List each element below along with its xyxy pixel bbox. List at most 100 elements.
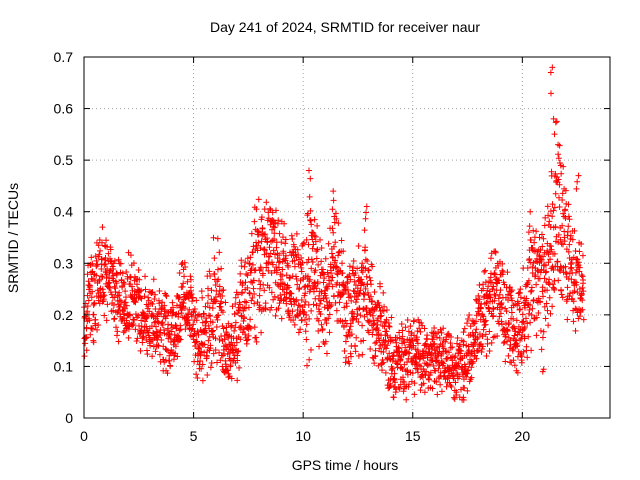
data-point xyxy=(326,280,333,287)
data-point xyxy=(369,312,376,319)
data-point xyxy=(544,307,551,314)
data-point xyxy=(573,281,580,288)
data-point xyxy=(537,327,544,334)
data-point xyxy=(189,298,196,305)
data-point xyxy=(172,322,179,329)
data-point xyxy=(258,329,265,336)
data-point xyxy=(421,389,428,396)
data-point xyxy=(482,267,489,274)
data-point xyxy=(176,335,183,342)
data-point xyxy=(537,247,544,254)
data-point xyxy=(180,280,187,287)
data-point xyxy=(577,295,584,302)
data-point xyxy=(410,318,417,325)
data-point xyxy=(505,352,512,359)
data-point xyxy=(171,331,178,338)
data-point xyxy=(192,343,199,350)
data-point xyxy=(369,297,376,304)
data-point xyxy=(333,263,340,270)
data-point xyxy=(426,376,433,383)
data-point xyxy=(318,258,325,265)
data-point xyxy=(285,284,292,291)
data-point xyxy=(239,280,246,287)
data-point xyxy=(94,326,101,333)
data-point xyxy=(255,239,262,246)
data-point xyxy=(111,257,118,264)
data-point xyxy=(509,297,516,304)
data-point xyxy=(530,297,537,304)
data-point xyxy=(379,367,386,374)
data-point xyxy=(217,303,224,310)
data-point xyxy=(261,287,268,294)
data-point xyxy=(527,302,534,309)
data-point xyxy=(564,316,571,323)
data-point xyxy=(360,306,367,313)
data-point xyxy=(560,210,567,217)
data-point xyxy=(545,280,552,287)
data-point xyxy=(270,296,277,303)
data-point xyxy=(547,243,554,250)
data-point xyxy=(247,278,254,285)
data-point xyxy=(550,207,557,214)
data-point xyxy=(468,374,475,381)
data-point xyxy=(339,291,346,298)
data-point xyxy=(111,315,118,322)
data-point xyxy=(452,379,459,386)
data-point xyxy=(438,388,445,395)
data-point xyxy=(427,369,434,376)
data-point xyxy=(528,347,535,354)
data-point xyxy=(241,263,248,270)
data-point xyxy=(206,268,213,275)
data-point xyxy=(253,206,260,213)
data-point xyxy=(86,282,93,289)
data-point xyxy=(502,305,509,312)
data-point xyxy=(383,328,390,335)
data-point xyxy=(460,394,467,401)
data-point xyxy=(149,289,156,296)
data-point xyxy=(220,287,227,294)
data-point xyxy=(436,334,443,341)
data-point xyxy=(122,299,129,306)
data-point xyxy=(530,227,537,234)
data-point xyxy=(323,350,330,357)
data-point xyxy=(500,339,507,346)
data-point xyxy=(83,334,90,341)
data-point xyxy=(215,276,222,283)
data-point xyxy=(127,274,134,281)
data-point xyxy=(200,311,207,318)
data-point xyxy=(288,232,295,239)
data-point xyxy=(283,294,290,301)
data-point xyxy=(106,279,113,286)
data-point xyxy=(177,322,184,329)
data-point xyxy=(508,288,515,295)
data-point xyxy=(384,342,391,349)
data-point xyxy=(351,278,358,285)
data-point xyxy=(475,347,482,354)
data-point xyxy=(258,214,265,221)
data-point xyxy=(207,345,214,352)
data-point xyxy=(559,196,566,203)
data-point xyxy=(98,273,105,280)
data-point xyxy=(526,310,533,317)
data-point xyxy=(375,362,382,369)
data-point xyxy=(236,324,243,331)
data-point xyxy=(502,358,509,365)
data-point xyxy=(391,370,398,377)
data-point xyxy=(387,382,394,389)
data-point xyxy=(88,294,95,301)
data-point xyxy=(559,222,566,229)
data-point xyxy=(135,267,142,274)
data-point xyxy=(162,315,169,322)
data-point xyxy=(437,326,444,333)
data-point xyxy=(327,303,334,310)
data-point xyxy=(417,387,424,394)
data-point xyxy=(464,320,471,327)
data-point xyxy=(131,288,138,295)
data-point xyxy=(558,286,565,293)
data-point xyxy=(122,305,129,312)
data-point xyxy=(225,320,232,327)
data-point xyxy=(554,258,561,265)
data-point xyxy=(168,328,175,335)
data-point xyxy=(537,298,544,305)
data-point xyxy=(540,293,547,300)
